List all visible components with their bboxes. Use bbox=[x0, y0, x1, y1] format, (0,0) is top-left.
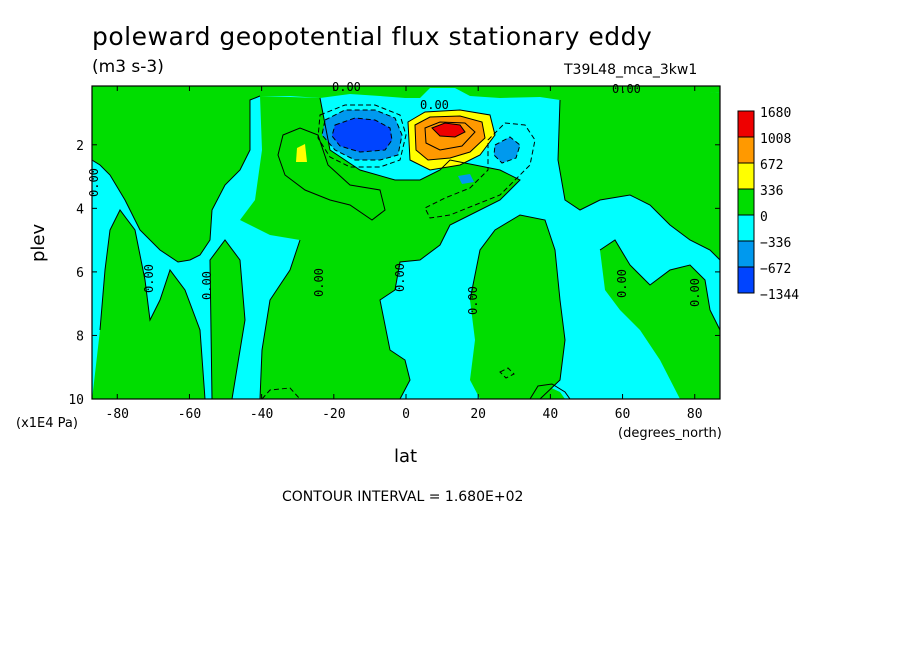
colorbar-swatch bbox=[737, 136, 755, 164]
zero-contour bbox=[599, 239, 720, 331]
colorbar-swatch bbox=[737, 188, 755, 216]
positive-contour bbox=[431, 122, 466, 138]
zero-contour bbox=[469, 214, 566, 399]
x-tick-label: -60 bbox=[178, 407, 201, 422]
colorbar-swatch bbox=[737, 110, 755, 138]
positive-region-upper bbox=[92, 86, 720, 262]
colorbar-swatch bbox=[737, 162, 755, 190]
zero-contour bbox=[557, 99, 720, 261]
negative-contour bbox=[499, 367, 515, 379]
x-tick-label: 40 bbox=[543, 407, 559, 422]
negative-contour bbox=[321, 109, 403, 161]
positive-region-right bbox=[558, 92, 720, 260]
colorbar-label: 0 bbox=[760, 210, 768, 225]
chart-title: poleward geopotential flux stationary ed… bbox=[92, 22, 653, 51]
x-tick-label: 60 bbox=[615, 407, 631, 422]
y-axis-unit: (x1E4 Pa) bbox=[16, 416, 78, 431]
positive-region-far-right bbox=[600, 240, 720, 399]
y-tick-label: 6 bbox=[76, 266, 84, 281]
colorbar-swatch bbox=[737, 214, 755, 242]
positive-region-center bbox=[240, 96, 520, 399]
colorbar-label: 336 bbox=[760, 184, 783, 199]
zero-contour bbox=[259, 239, 301, 399]
chart-units: (m3 s-3) bbox=[92, 57, 164, 77]
x-tick-label: 20 bbox=[470, 407, 486, 422]
contour-label: 0.00 bbox=[420, 98, 449, 112]
negative-small bbox=[458, 174, 474, 184]
zero-contour bbox=[319, 97, 521, 399]
negative-contour bbox=[317, 104, 407, 168]
positive-region-right-lower bbox=[470, 215, 565, 399]
colorbar-swatch bbox=[737, 240, 755, 268]
contour-label: 0.00 bbox=[688, 278, 702, 307]
run-label: T39L48_mca_3kw1 bbox=[564, 62, 698, 78]
y-tick-label: 10 bbox=[68, 393, 84, 408]
colorbar-label: 1680 bbox=[760, 106, 791, 121]
negative-secondary bbox=[494, 137, 520, 163]
contour-label: 0.00 bbox=[332, 80, 361, 94]
contour-label: 0.00 bbox=[615, 269, 629, 298]
positive-contour bbox=[424, 121, 476, 151]
y-axis-label: plev bbox=[28, 223, 49, 262]
positive-region-bottom-middle bbox=[520, 385, 565, 399]
y-tick-label: 8 bbox=[76, 329, 84, 344]
colorbar-label: −336 bbox=[760, 236, 791, 251]
x-axis-label: lat bbox=[394, 446, 418, 467]
positive-region-left-lower bbox=[92, 210, 205, 399]
colorbar-label: −1344 bbox=[760, 288, 799, 303]
negative-core-inner bbox=[332, 118, 392, 152]
positive-core-orange bbox=[415, 116, 485, 160]
negative-contour bbox=[424, 122, 536, 219]
x-axis-unit: (degrees_north) bbox=[618, 426, 722, 441]
positive-small-yellow bbox=[296, 144, 307, 162]
positive-contour bbox=[529, 383, 571, 399]
x-tick-label: -40 bbox=[250, 407, 273, 422]
x-tick-label: -80 bbox=[106, 407, 129, 422]
zero-contour bbox=[99, 209, 206, 399]
x-tick-label: 0 bbox=[402, 407, 410, 422]
contour-interval: CONTOUR INTERVAL = 1.680E+02 bbox=[282, 489, 524, 505]
contour-label: 0.00 bbox=[393, 263, 407, 292]
contour-label: 0.00 bbox=[142, 264, 156, 293]
negative-contour bbox=[493, 136, 521, 164]
y-tick-label: 4 bbox=[76, 202, 84, 217]
positive-region-left-strip bbox=[210, 240, 245, 399]
contour-label: 0.00 bbox=[87, 168, 101, 197]
colorbar-label: 1008 bbox=[760, 132, 791, 147]
contour-label: 0.00 bbox=[612, 82, 641, 96]
positive-contour bbox=[414, 115, 486, 161]
x-tick-label: 80 bbox=[687, 407, 703, 422]
colorbar-swatch bbox=[737, 266, 755, 294]
y-tick-label: 2 bbox=[76, 139, 84, 154]
x-tick-label: -20 bbox=[322, 407, 345, 422]
negative-contour bbox=[331, 117, 393, 153]
contour-label: 0.00 bbox=[466, 286, 480, 315]
zero-contour bbox=[209, 239, 246, 399]
colorbar-label: −672 bbox=[760, 262, 791, 277]
contour-label: 0.00 bbox=[200, 271, 214, 300]
positive-core-red bbox=[432, 123, 465, 137]
contour-label: 0.00 bbox=[312, 268, 326, 297]
colorbar-label: 672 bbox=[760, 158, 783, 173]
zero-contour bbox=[92, 95, 261, 263]
positive-contour bbox=[277, 127, 386, 221]
